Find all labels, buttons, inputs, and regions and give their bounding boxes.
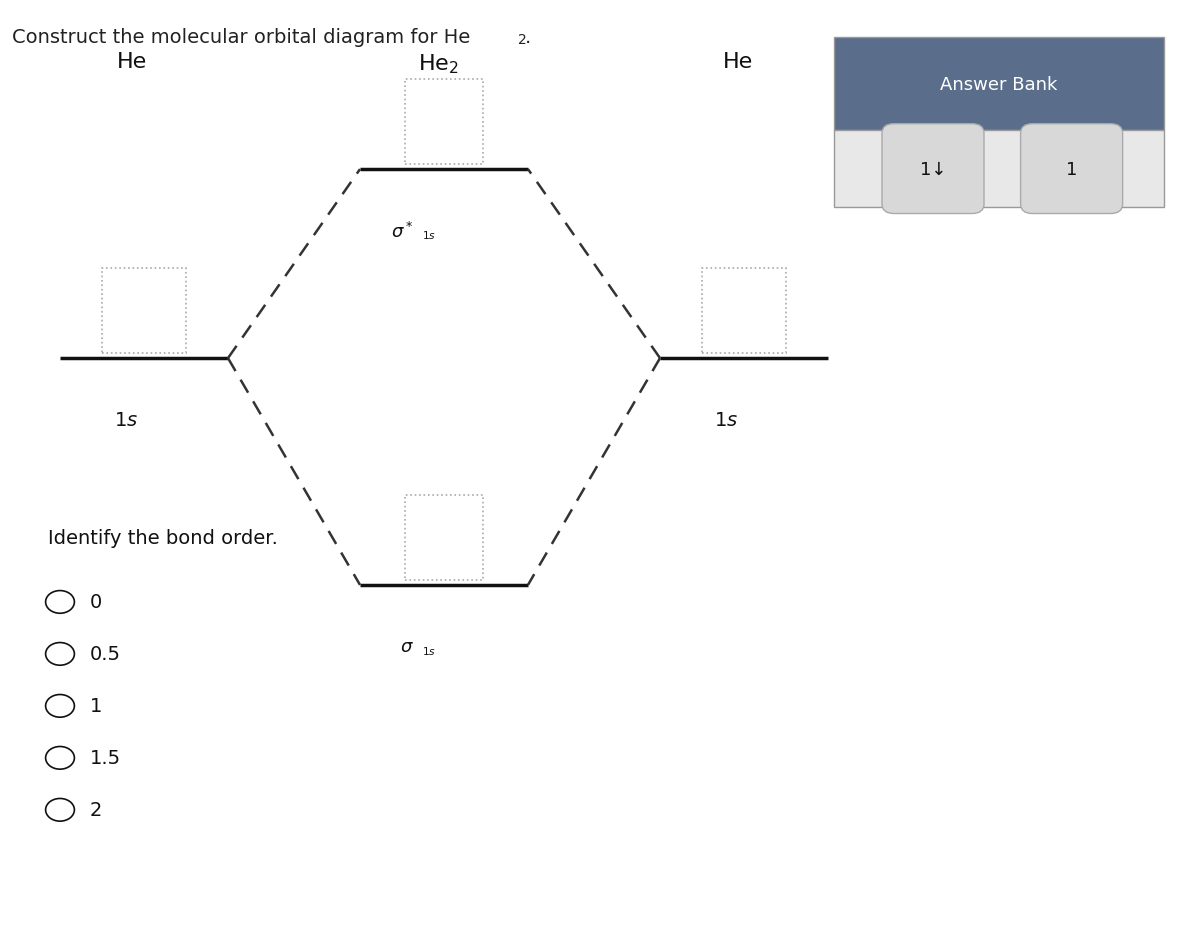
Text: Construct the molecular orbital diagram for He: Construct the molecular orbital diagram … — [12, 28, 470, 47]
FancyBboxPatch shape — [834, 131, 1164, 208]
Text: 1: 1 — [90, 697, 102, 716]
Text: $\sigma$: $\sigma$ — [400, 637, 414, 655]
Text: 0: 0 — [90, 593, 102, 612]
FancyBboxPatch shape — [882, 125, 984, 214]
Text: $1s$: $1s$ — [114, 411, 138, 430]
Text: .: . — [524, 28, 530, 47]
Text: $_{1s}$: $_{1s}$ — [422, 642, 437, 657]
Text: Answer Bank: Answer Bank — [941, 76, 1057, 94]
FancyBboxPatch shape — [834, 38, 1164, 131]
Text: 2: 2 — [90, 801, 102, 819]
Text: 1: 1 — [1066, 160, 1078, 178]
Text: $_{1s}$: $_{1s}$ — [422, 227, 437, 242]
Text: 1↓: 1↓ — [919, 160, 947, 178]
Bar — [102, 269, 186, 354]
Text: He$_2$: He$_2$ — [418, 52, 458, 76]
Text: 2: 2 — [518, 33, 527, 47]
Text: He: He — [116, 52, 148, 72]
Bar — [406, 80, 482, 165]
Text: 1.5: 1.5 — [90, 749, 121, 767]
FancyBboxPatch shape — [1020, 125, 1123, 214]
Text: Identify the bond order.: Identify the bond order. — [48, 529, 278, 548]
Text: He: He — [722, 52, 754, 72]
Text: $\sigma^*$: $\sigma^*$ — [391, 222, 414, 242]
Bar — [406, 496, 482, 581]
Text: $1s$: $1s$ — [714, 411, 738, 430]
Text: 0.5: 0.5 — [90, 645, 121, 664]
Bar — [702, 269, 786, 354]
